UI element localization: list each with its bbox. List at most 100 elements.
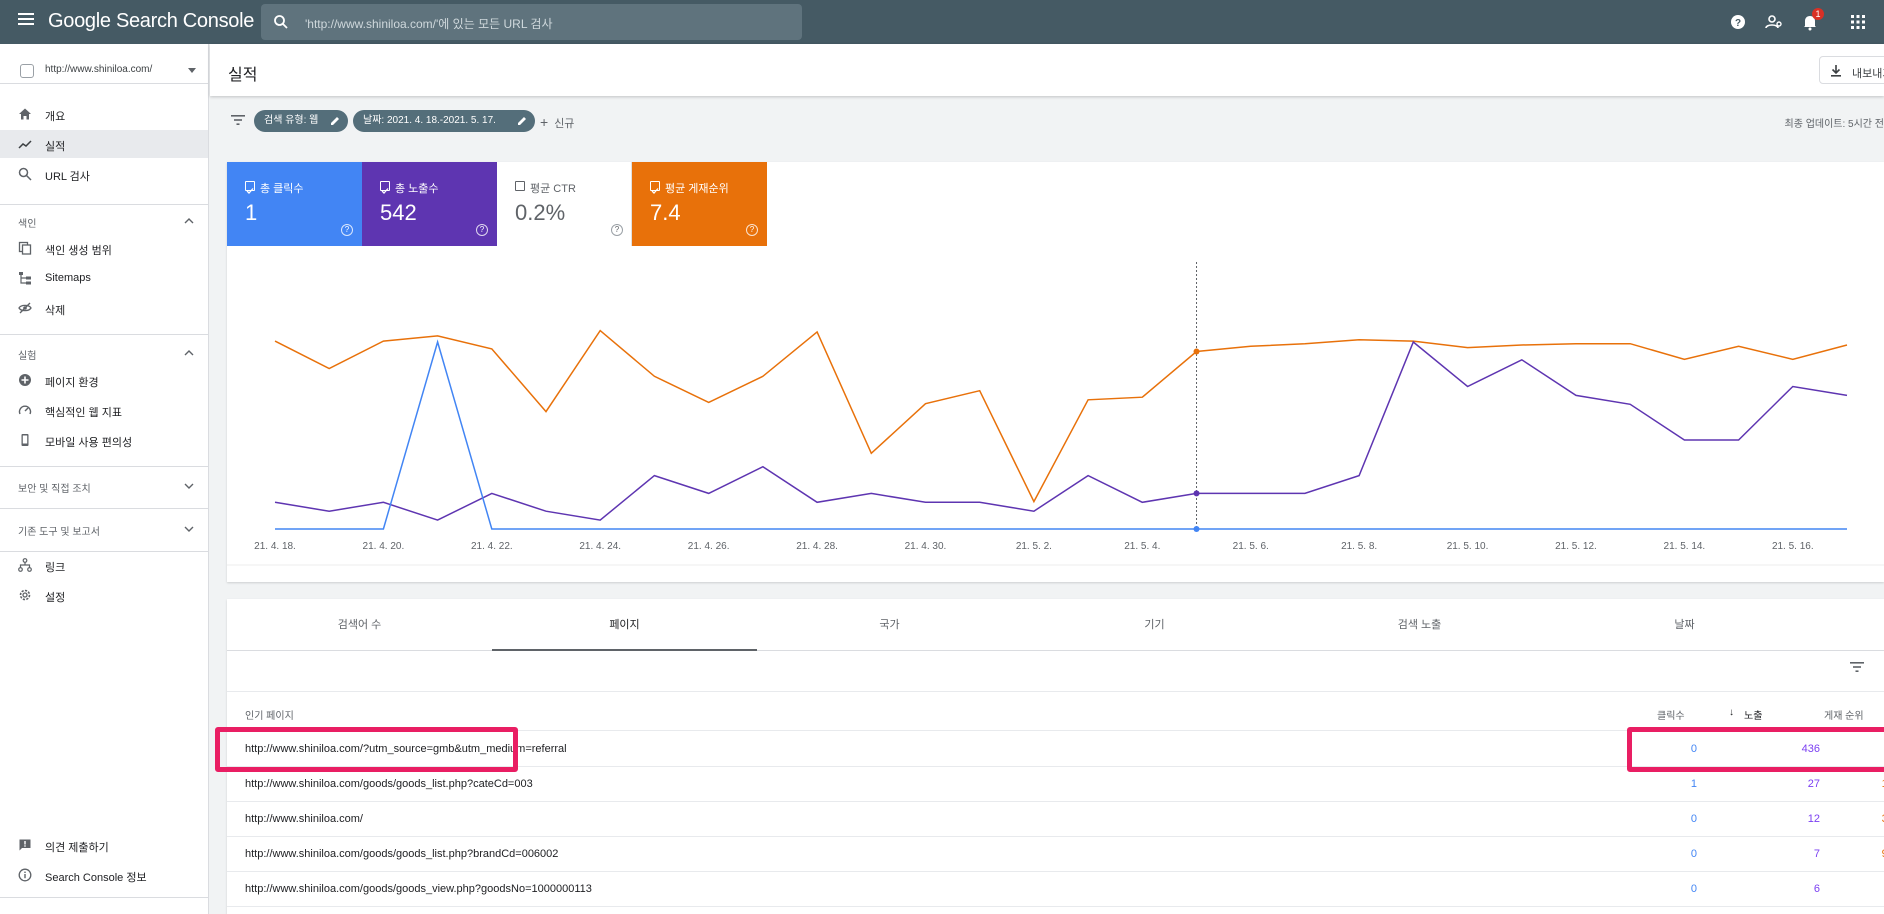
table-filter-icon[interactable]: [1849, 661, 1865, 673]
impressions-value: 6: [1813, 883, 1820, 895]
sidebar-item-label: 색인 생성 범위: [45, 245, 112, 257]
page-url[interactable]: http://www.shiniloa.com/goods/goods_view…: [245, 883, 592, 895]
check-icon: [651, 188, 659, 194]
help-icon[interactable]: ?: [341, 224, 353, 236]
section-legacy-tools[interactable]: 기존 도구 및 보고서: [0, 515, 208, 543]
section-security[interactable]: 보안 및 직접 조치: [0, 472, 208, 500]
metric-total-clicks[interactable]: 총 클릭수 1 ?: [227, 162, 362, 246]
metric-total-impressions[interactable]: 총 노출수 542 ?: [362, 162, 497, 246]
x-tick-label: 21. 4. 18.: [254, 541, 296, 552]
column-header-impressions[interactable]: 노출: [1744, 711, 1763, 722]
section-experience[interactable]: 실험: [0, 339, 208, 367]
table-row[interactable]: http://www.shiniloa.com/goods/goods_list…: [227, 767, 1884, 802]
copy-icon: [18, 241, 32, 255]
page-url[interactable]: http://www.shiniloa.com/goods/goods_list…: [245, 848, 559, 860]
sidebar-item-label: 의견 제출하기: [45, 842, 109, 854]
table-row[interactable]: http://www.shiniloa.com/?utm_source=gmb&…: [227, 732, 1884, 767]
sidebar-item-settings[interactable]: 설정: [0, 581, 208, 609]
notification-badge: 1: [1812, 8, 1824, 20]
table-row[interactable]: http://www.shiniloa.com/0 12 34.5: [227, 802, 1884, 837]
filter-bar: 검색 유형: 웹 날짜: 2021. 4. 18.-2021. 5. 17. +…: [210, 106, 1884, 136]
section-index[interactable]: 색인: [0, 207, 208, 235]
apps-grid-icon[interactable]: [1848, 12, 1868, 32]
sidebar-item-about[interactable]: Search Console 정보: [0, 861, 208, 889]
manage-users-icon[interactable]: [1764, 12, 1784, 32]
page-url[interactable]: http://www.shiniloa.com/?utm_source=gmb&…: [245, 743, 567, 755]
column-header-clicks[interactable]: 클릭수: [1657, 711, 1685, 722]
x-tick-label: 21. 5. 12.: [1555, 541, 1597, 552]
checkbox-icon: [515, 181, 525, 191]
tab-pages[interactable]: 페이지: [492, 599, 757, 651]
series-line: [275, 339, 1847, 530]
sidebar-item-label: 설정: [45, 592, 66, 604]
sidebar-item-page-experience[interactable]: 페이지 환경: [0, 366, 208, 394]
hamburger-menu-icon[interactable]: [18, 13, 36, 27]
sidebar-item-label: 개요: [45, 111, 66, 123]
sidebar-item-label: URL 검사: [45, 171, 90, 183]
download-icon: [1831, 65, 1841, 77]
chip-label: 날짜: 2021. 4. 18.-2021. 5. 17.: [363, 115, 496, 126]
notifications-button[interactable]: 1: [1800, 8, 1824, 32]
sidebar-item-coverage[interactable]: 색인 생성 범위: [0, 234, 208, 262]
filter-icon[interactable]: [230, 114, 246, 126]
svg-text:?: ?: [1735, 18, 1741, 29]
table-row[interactable]: http://www.shiniloa.com/goods/goods_list…: [227, 837, 1884, 872]
sidebar-item-performance[interactable]: 실적: [0, 130, 208, 158]
performance-card: 총 클릭수 1 ? 총 노출수 542 ? 평균 CTR 0.2% ? 평균 게…: [227, 162, 1884, 582]
metric-average-ctr[interactable]: 평균 CTR 0.2% ?: [497, 162, 632, 246]
clicks-value: 1: [1690, 778, 1697, 790]
page-url[interactable]: http://www.shiniloa.com/: [245, 813, 363, 825]
tab-countries[interactable]: 국가: [879, 619, 900, 631]
page-title: 실적: [228, 67, 258, 84]
new-filter-button[interactable]: + 신규: [540, 114, 574, 131]
tab-dates[interactable]: 날짜: [1674, 619, 1695, 631]
chip-date-range[interactable]: 날짜: 2021. 4. 18.-2021. 5. 17.: [353, 110, 535, 132]
sidebar-item-mobile-usability[interactable]: 모바일 사용 편의성: [0, 426, 208, 454]
x-tick-label: 21. 4. 30.: [905, 541, 947, 552]
plus-icon: +: [540, 114, 549, 130]
performance-chart[interactable]: 21. 4. 18. 21. 4. 20. 21. 4. 22. 21. 4. 24.…: [227, 246, 1884, 582]
section-label: 보안 및 직접 조치: [18, 484, 91, 495]
sidebar-item-url-inspection[interactable]: URL 검사: [0, 160, 208, 188]
chevron-down-icon: [184, 483, 194, 489]
section-label: 기존 도구 및 보고서: [18, 527, 100, 538]
globe-icon: [20, 64, 34, 78]
sidebar-item-overview[interactable]: 개요: [0, 100, 208, 128]
column-header-page[interactable]: 인기 페이지: [245, 711, 294, 722]
page-header: 실적 내보내기: [210, 44, 1884, 96]
clicks-value: 0: [1690, 848, 1697, 860]
metric-average-position[interactable]: 평균 게재순위 7.4 ?: [632, 162, 767, 246]
bell-icon: [1804, 16, 1816, 31]
clicks-value: 0: [1690, 883, 1697, 895]
search-placeholder[interactable]: 'http://www.shiniloa.com/'에 있는 모든 URL 검사: [305, 17, 553, 31]
table-row[interactable]: http://www.shiniloa.com/goods/goods_view…: [227, 872, 1884, 907]
chevron-down-icon: [184, 526, 194, 532]
info-icon: [18, 868, 32, 882]
sidebar-item-core-web-vitals[interactable]: 핵심적인 웹 지표: [0, 396, 208, 424]
column-header-position[interactable]: 게재 순위: [1824, 711, 1864, 722]
chip-search-type[interactable]: 검색 유형: 웹: [254, 110, 348, 132]
sidebar-item-sitemaps[interactable]: Sitemaps: [0, 264, 208, 292]
page-url[interactable]: http://www.shiniloa.com/goods/goods_list…: [245, 778, 533, 790]
tab-devices[interactable]: 기기: [1144, 619, 1165, 631]
tab-queries[interactable]: 검색어 수: [337, 619, 382, 631]
help-icon[interactable]: ?: [611, 224, 623, 236]
sidebar-item-removals[interactable]: 삭제: [0, 294, 208, 322]
sidebar-item-label: Sitemaps: [45, 272, 91, 284]
trending-up-icon: [18, 140, 32, 149]
property-url: http://www.shiniloa.com/: [45, 64, 153, 75]
help-icon[interactable]: ?: [746, 224, 758, 236]
sidebar-item-links[interactable]: 링크: [0, 551, 208, 579]
sidebar-item-label: 삭제: [45, 305, 66, 317]
sidebar-item-feedback[interactable]: 의견 제출하기: [0, 831, 208, 859]
url-inspection-search[interactable]: 'http://www.shiniloa.com/'에 있는 모든 URL 검사: [261, 4, 802, 40]
app-logo[interactable]: Google Search Console: [48, 10, 255, 32]
property-selector[interactable]: http://www.shiniloa.com/: [0, 44, 208, 84]
export-button[interactable]: 내보내기: [1819, 56, 1884, 84]
help-icon[interactable]: ?: [1728, 12, 1748, 32]
tab-search-appearance[interactable]: 검색 노출: [1397, 619, 1442, 631]
help-icon[interactable]: ?: [476, 224, 488, 236]
hover-point: [1193, 526, 1200, 532]
x-tick-label: 21. 5. 4.: [1124, 541, 1160, 552]
x-tick-label: 21. 5. 2.: [1016, 541, 1052, 552]
